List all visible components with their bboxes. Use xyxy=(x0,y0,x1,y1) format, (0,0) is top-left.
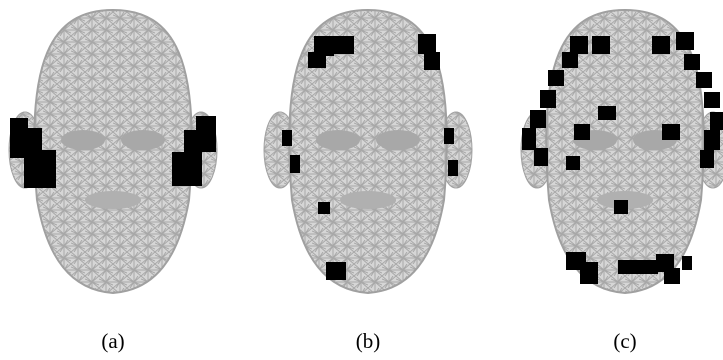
panel-label: (c) xyxy=(613,329,636,353)
panel-c: (c) xyxy=(521,10,723,353)
panel-label: (b) xyxy=(356,329,381,353)
panel-a: (a) xyxy=(9,10,217,353)
panel-label: (a) xyxy=(101,329,124,353)
figure: (a) (b) (c) xyxy=(0,0,723,360)
panel-b: (b) xyxy=(264,10,472,353)
